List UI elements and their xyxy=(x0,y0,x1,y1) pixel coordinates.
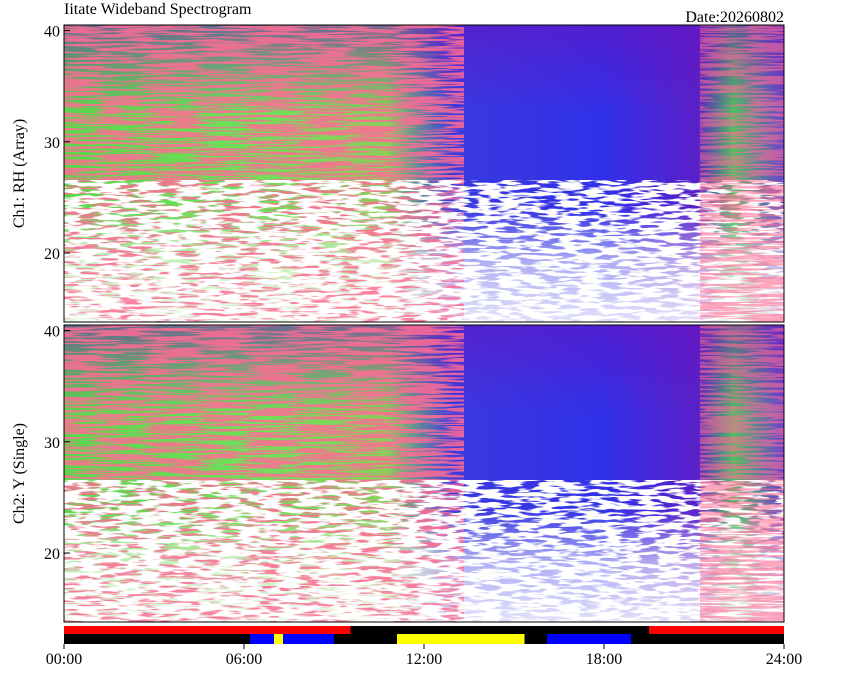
x-tick-label: 00:00 xyxy=(46,651,82,668)
date-label: Date:20260802 xyxy=(685,9,784,26)
x-tick-label: 06:00 xyxy=(226,651,262,668)
chart-title: Iitate Wideband Spectrogram xyxy=(64,1,252,18)
spectrogram-1 xyxy=(64,25,784,322)
x-tick-label: 12:00 xyxy=(406,651,442,668)
y-tick-label: 40 xyxy=(44,324,60,341)
status-segment xyxy=(274,634,283,644)
y-tick-label: 30 xyxy=(44,135,60,152)
status-segment xyxy=(64,626,351,634)
panel-frame xyxy=(63,324,785,623)
status-segment xyxy=(250,634,334,644)
y-axis-label: Ch1: RH (Array) xyxy=(11,119,28,228)
y-axis-label: Ch2: Y (Single) xyxy=(11,423,28,524)
x-tick-label: 18:00 xyxy=(586,651,622,668)
status-segment xyxy=(649,626,784,634)
y-tick-label: 20 xyxy=(44,546,60,563)
y-tick-label: 30 xyxy=(44,435,60,452)
x-tick-label: 24:00 xyxy=(766,651,802,668)
y-tick-label: 20 xyxy=(44,246,60,263)
panel-frame xyxy=(63,24,785,323)
status-segment xyxy=(397,634,525,644)
y-tick-label: 40 xyxy=(44,24,60,41)
spectrogram-2 xyxy=(64,325,784,622)
status-segment xyxy=(547,634,631,644)
